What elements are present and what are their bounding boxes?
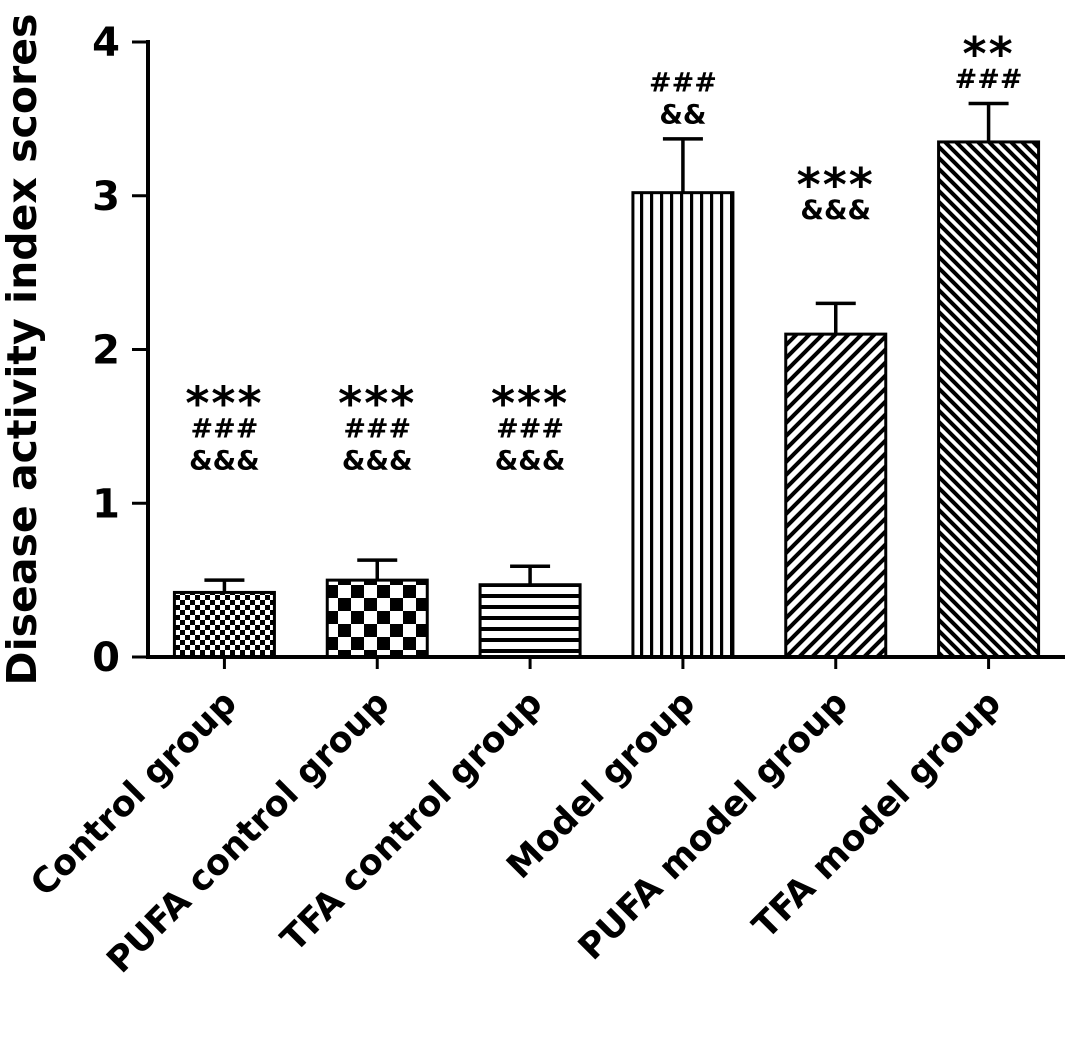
annotation-1-line-1: *** [185,376,263,430]
annotation-5-line-2: &&& [800,195,871,226]
y-tick-label-3: 3 [92,174,120,220]
annotation-1-line-3: &&& [189,445,260,476]
annotation-2-line-2: ### [343,413,411,444]
annotation-4-line-2: && [659,99,706,130]
y-tick-label-0: 0 [92,635,120,681]
y-tick-label-1: 1 [92,481,120,527]
bar-2 [325,578,429,659]
annotation-2-line-3: &&& [342,445,413,476]
bar-6 [937,140,1041,659]
annotation-6-line-1: ** [963,27,1015,81]
annotation-4-line-1: ### [649,67,717,98]
annotation-3-line-1: *** [491,376,569,430]
annotation-5-line-1: *** [797,158,875,212]
annotation-1-line-2: ### [190,413,258,444]
bar-4 [631,191,735,659]
y-axis-title: Disease activity index scores [0,14,46,686]
bar-3 [478,583,582,659]
annotation-3-line-2: ### [496,413,564,444]
annotation-2-line-1: *** [338,376,416,430]
annotation-6-line-2: ### [955,64,1023,95]
bar-5 [784,332,888,659]
y-tick-label-2: 2 [92,328,120,374]
y-tick-label-4: 4 [92,20,120,66]
bar-1 [172,590,276,659]
annotation-3-line-3: &&& [495,445,566,476]
